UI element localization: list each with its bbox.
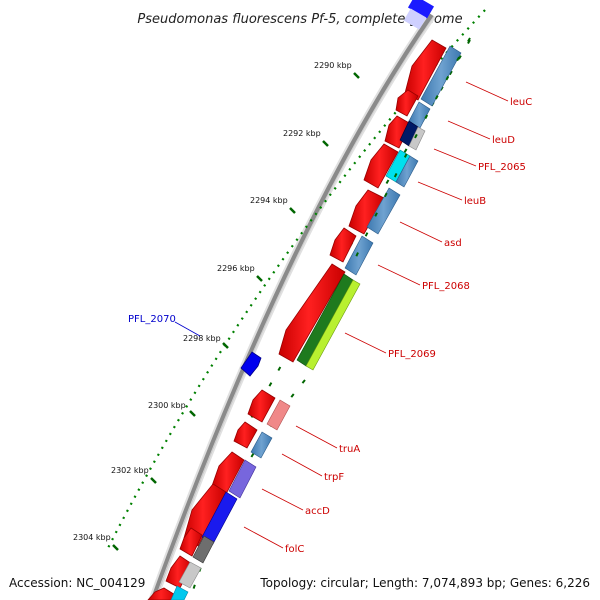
ruler-label: 2294 kbp (250, 196, 288, 205)
cog-box[interactable] (420, 45, 462, 107)
gene-label-asd[interactable]: asd (444, 238, 462, 249)
gene-label-leuB[interactable]: leuB (464, 196, 486, 207)
cds-arrow[interactable] (233, 421, 258, 449)
cds-arrow[interactable] (247, 389, 276, 423)
cog-box[interactable] (366, 187, 401, 235)
ruler-label: 2302 kbp (111, 466, 149, 475)
ruler-ticks (112, 72, 360, 551)
cog-box[interactable] (305, 279, 361, 371)
cog-box[interactable] (395, 155, 419, 188)
topology-text: Topology: circular; Length: 7,074,893 bp… (260, 576, 590, 590)
gene-label-pfl2068[interactable]: PFL_2068 (422, 281, 470, 292)
cds-arrow[interactable] (179, 527, 203, 557)
gene-label-pfl2069[interactable]: PFL_2069 (388, 349, 436, 360)
label-leaders (243, 81, 509, 549)
genome-title: Pseudomonas fluorescens Pf-5, complete g… (137, 12, 462, 27)
ruler-label: 2300 kbp (148, 401, 186, 410)
gene-label-trpF[interactable]: trpF (324, 472, 344, 483)
gene-label-folC[interactable]: folC (285, 544, 304, 555)
cog-box[interactable] (344, 235, 374, 276)
cog-box[interactable] (250, 431, 273, 459)
gene-pfl2070-arrow[interactable] (240, 351, 262, 377)
gene-label-pfl2070[interactable]: PFL_2070 (128, 314, 176, 325)
cog-box[interactable] (266, 399, 291, 431)
accession-text: Accession: NC_004129 (9, 576, 146, 590)
cds-arrow[interactable] (329, 227, 357, 263)
cds-arrow[interactable] (348, 189, 385, 235)
cds-arrow[interactable] (395, 89, 419, 117)
cds-track (147, 39, 447, 600)
gene-label-truA[interactable]: truA (339, 444, 360, 455)
label-leader-blue (174, 321, 201, 337)
gene-label-accD[interactable]: accD (305, 506, 330, 517)
ruler-label: 2296 kbp (217, 264, 255, 273)
gene-label-pfl2065[interactable]: PFL_2065 (478, 162, 526, 173)
cds-arrow[interactable] (278, 263, 346, 363)
cog-track (170, 45, 462, 600)
cog-box[interactable] (408, 126, 426, 151)
ruler-label: 2292 kbp (283, 129, 321, 138)
cog-box[interactable] (170, 585, 189, 600)
cog-box[interactable] (178, 561, 202, 589)
gene-label-leuD[interactable]: leuD (492, 135, 515, 146)
cog-box[interactable] (228, 459, 257, 499)
ruler-label: 2298 kbp (183, 334, 221, 343)
gene-label-leuC[interactable]: leuC (510, 97, 532, 108)
ruler-label: 2304 kbp (73, 533, 111, 542)
cog-box[interactable] (192, 535, 215, 564)
gene-top-partial[interactable] (407, 0, 435, 19)
ruler-label: 2290 kbp (314, 61, 352, 70)
cds-arrow[interactable] (363, 143, 399, 189)
